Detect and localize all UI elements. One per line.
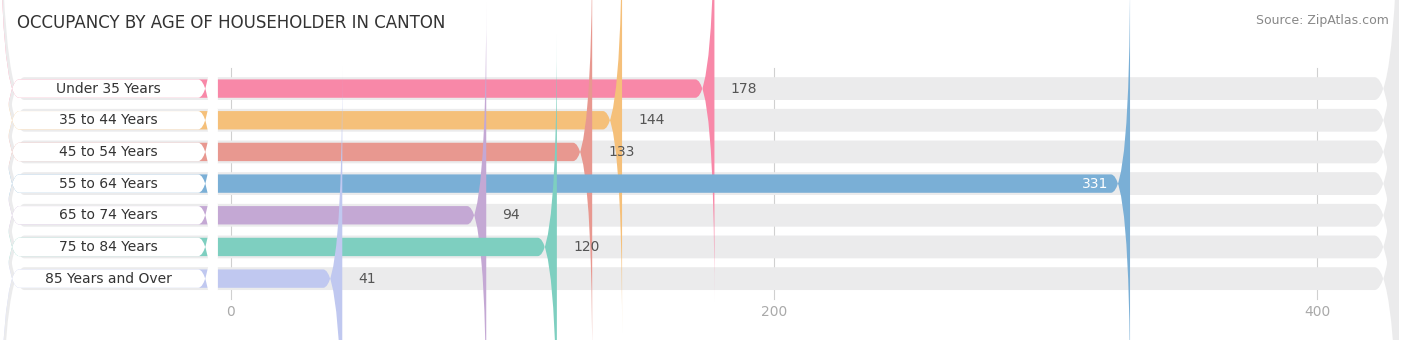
Text: OCCUPANCY BY AGE OF HOUSEHOLDER IN CANTON: OCCUPANCY BY AGE OF HOUSEHOLDER IN CANTO…	[17, 14, 446, 32]
Text: 41: 41	[359, 272, 377, 286]
Text: 94: 94	[502, 208, 520, 222]
Text: 120: 120	[574, 240, 599, 254]
FancyBboxPatch shape	[0, 0, 714, 301]
Text: 45 to 54 Years: 45 to 54 Years	[59, 145, 157, 159]
FancyBboxPatch shape	[0, 3, 486, 340]
Text: Source: ZipAtlas.com: Source: ZipAtlas.com	[1256, 14, 1389, 27]
FancyBboxPatch shape	[0, 0, 621, 333]
FancyBboxPatch shape	[0, 66, 218, 340]
FancyBboxPatch shape	[0, 66, 342, 340]
FancyBboxPatch shape	[0, 34, 218, 340]
FancyBboxPatch shape	[0, 3, 218, 340]
Text: 55 to 64 Years: 55 to 64 Years	[59, 176, 157, 191]
FancyBboxPatch shape	[0, 5, 1399, 340]
Text: 65 to 74 Years: 65 to 74 Years	[59, 208, 157, 222]
Text: 144: 144	[638, 113, 665, 127]
FancyBboxPatch shape	[0, 0, 218, 301]
Text: 35 to 44 Years: 35 to 44 Years	[59, 113, 157, 127]
FancyBboxPatch shape	[0, 34, 557, 340]
FancyBboxPatch shape	[0, 0, 218, 340]
Text: Under 35 Years: Under 35 Years	[56, 82, 162, 96]
Text: 85 Years and Over: 85 Years and Over	[45, 272, 172, 286]
FancyBboxPatch shape	[0, 0, 218, 340]
Text: 178: 178	[731, 82, 758, 96]
Text: 75 to 84 Years: 75 to 84 Years	[59, 240, 157, 254]
FancyBboxPatch shape	[0, 0, 218, 333]
Text: 133: 133	[609, 145, 636, 159]
Text: 331: 331	[1083, 176, 1108, 191]
FancyBboxPatch shape	[0, 0, 592, 340]
FancyBboxPatch shape	[0, 0, 1130, 340]
